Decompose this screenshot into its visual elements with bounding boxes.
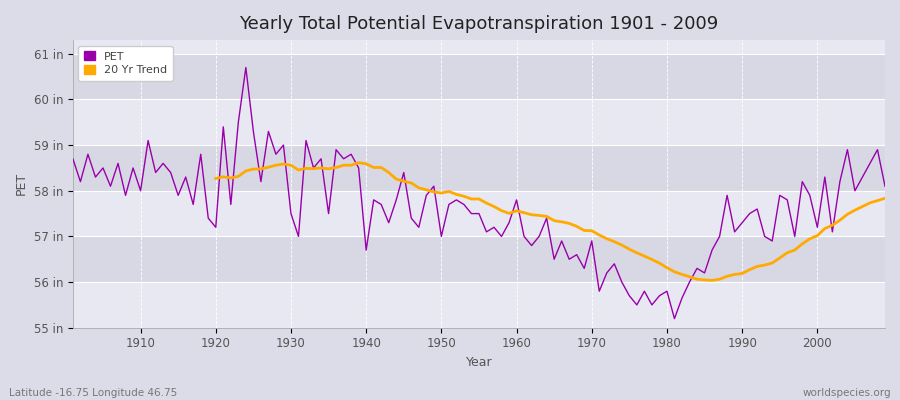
20 Yr Trend xyxy=(211,176,221,181)
Line: PET: PET xyxy=(73,68,885,318)
20 Yr Trend xyxy=(353,160,364,165)
20 Yr Trend xyxy=(865,200,876,205)
20 Yr Trend xyxy=(879,196,890,201)
PET xyxy=(68,156,78,161)
Title: Yearly Total Potential Evapotranspiration 1901 - 2009: Yearly Total Potential Evapotranspiratio… xyxy=(239,15,718,33)
X-axis label: Year: Year xyxy=(465,356,492,369)
PET xyxy=(301,138,311,143)
Text: Latitude -16.75 Longitude 46.75: Latitude -16.75 Longitude 46.75 xyxy=(9,388,177,398)
20 Yr Trend xyxy=(301,166,311,171)
20 Yr Trend xyxy=(421,188,432,192)
20 Yr Trend xyxy=(796,242,807,246)
PET xyxy=(511,198,522,202)
20 Yr Trend xyxy=(782,250,793,255)
PET xyxy=(128,166,139,170)
PET xyxy=(518,234,529,239)
PET xyxy=(669,316,680,321)
Bar xyxy=(73,191,885,236)
Bar xyxy=(73,100,885,145)
Bar xyxy=(73,54,885,100)
Line: 20 Yr Trend: 20 Yr Trend xyxy=(216,163,885,280)
PET xyxy=(240,65,251,70)
Y-axis label: PET: PET xyxy=(15,172,28,196)
PET xyxy=(346,152,356,157)
Text: worldspecies.org: worldspecies.org xyxy=(803,388,891,398)
Bar xyxy=(73,282,885,328)
Legend: PET, 20 Yr Trend: PET, 20 Yr Trend xyxy=(78,46,173,81)
Bar xyxy=(73,145,885,191)
Bar xyxy=(73,236,885,282)
20 Yr Trend xyxy=(684,274,695,279)
PET xyxy=(609,262,620,266)
PET xyxy=(879,184,890,188)
20 Yr Trend xyxy=(706,278,717,283)
